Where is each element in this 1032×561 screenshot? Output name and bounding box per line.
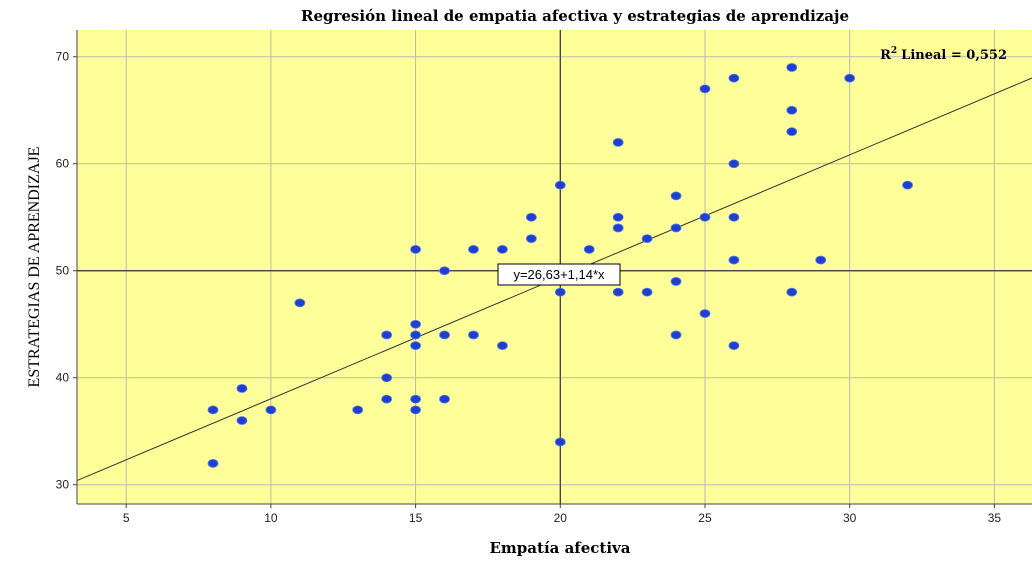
data-point [699,309,711,318]
data-point [381,330,393,340]
data-point [612,287,624,297]
data-point [554,437,566,447]
x-tick-label: 10 [264,511,278,525]
data-point [728,341,740,351]
y-axis-label: ESTRATEGIAS DE APRENDIZAJE [26,147,43,388]
y-tick-label: 30 [56,478,70,492]
x-tick-label: 20 [554,511,568,525]
data-point [786,105,798,115]
data-point [439,266,450,276]
data-point [439,394,450,404]
data-point [786,63,798,72]
data-point [699,212,711,222]
data-point [497,244,508,254]
data-point [410,244,421,254]
data-point [728,73,740,83]
data-point [236,416,248,425]
data-point [583,244,595,254]
data-point [410,394,421,404]
r2-annotation: R2 Lineal = 0,552 [880,46,1007,63]
data-point [670,277,682,286]
data-point [728,255,740,265]
data-point [786,127,798,137]
data-point [670,223,682,233]
y-tick-label: 70 [56,50,70,64]
data-point [699,84,711,94]
equation-box: y=26,63+1,14*x [497,263,621,286]
equation-box-frame [497,263,621,286]
data-point [207,405,219,415]
axes [76,30,1032,505]
data-point [612,212,624,222]
chart-title: Regresión lineal de empatia afectiva y e… [301,7,849,25]
data-point [902,180,913,190]
data-point [670,191,682,201]
data-point [294,298,306,308]
data-point [612,137,624,147]
r2-symbol: R [880,48,891,63]
r2-superscript: 2 [891,46,897,56]
x-tick-label: 35 [988,511,1002,525]
data-point [352,405,364,415]
x-tick-label: 15 [409,511,423,525]
data-points [207,63,913,468]
r2-value: Lineal = 0,552 [901,48,1007,63]
data-point [381,394,393,404]
data-point [265,405,277,415]
data-point [497,341,508,351]
equation-label: y=26,63+1,14*x [513,267,605,282]
data-point [844,73,856,83]
x-tick-label: 5 [123,511,130,525]
data-point [554,180,566,190]
y-tick-label: 50 [56,264,70,278]
data-point [641,234,653,244]
y-tick-label: 40 [56,371,70,385]
x-axis-ticks: 5 10 15 20 25 30 35 [123,504,1002,525]
data-point [612,223,624,233]
data-point [236,384,248,393]
data-point [207,458,219,468]
data-point [641,287,653,297]
y-tick-label: 60 [56,157,70,171]
x-tick-label: 30 [843,511,857,525]
data-point [525,234,537,244]
data-point [525,212,537,222]
data-point [410,405,421,415]
data-point [381,373,393,383]
r2-label: R2 Lineal = 0,552 [880,46,1007,63]
data-point [410,341,421,351]
data-point [439,330,450,340]
data-point [728,212,740,222]
data-point [670,330,682,340]
x-axis-label: Empatía afectiva [490,539,631,557]
x-tick-label: 25 [698,511,712,525]
data-point [410,319,421,329]
data-point [468,244,479,254]
data-point [728,159,740,169]
data-point [468,330,479,340]
y-axis-ticks: 30 40 50 60 70 [56,50,77,492]
data-point [815,255,827,265]
data-point [410,330,421,340]
data-point [554,287,566,297]
data-point [786,287,798,297]
